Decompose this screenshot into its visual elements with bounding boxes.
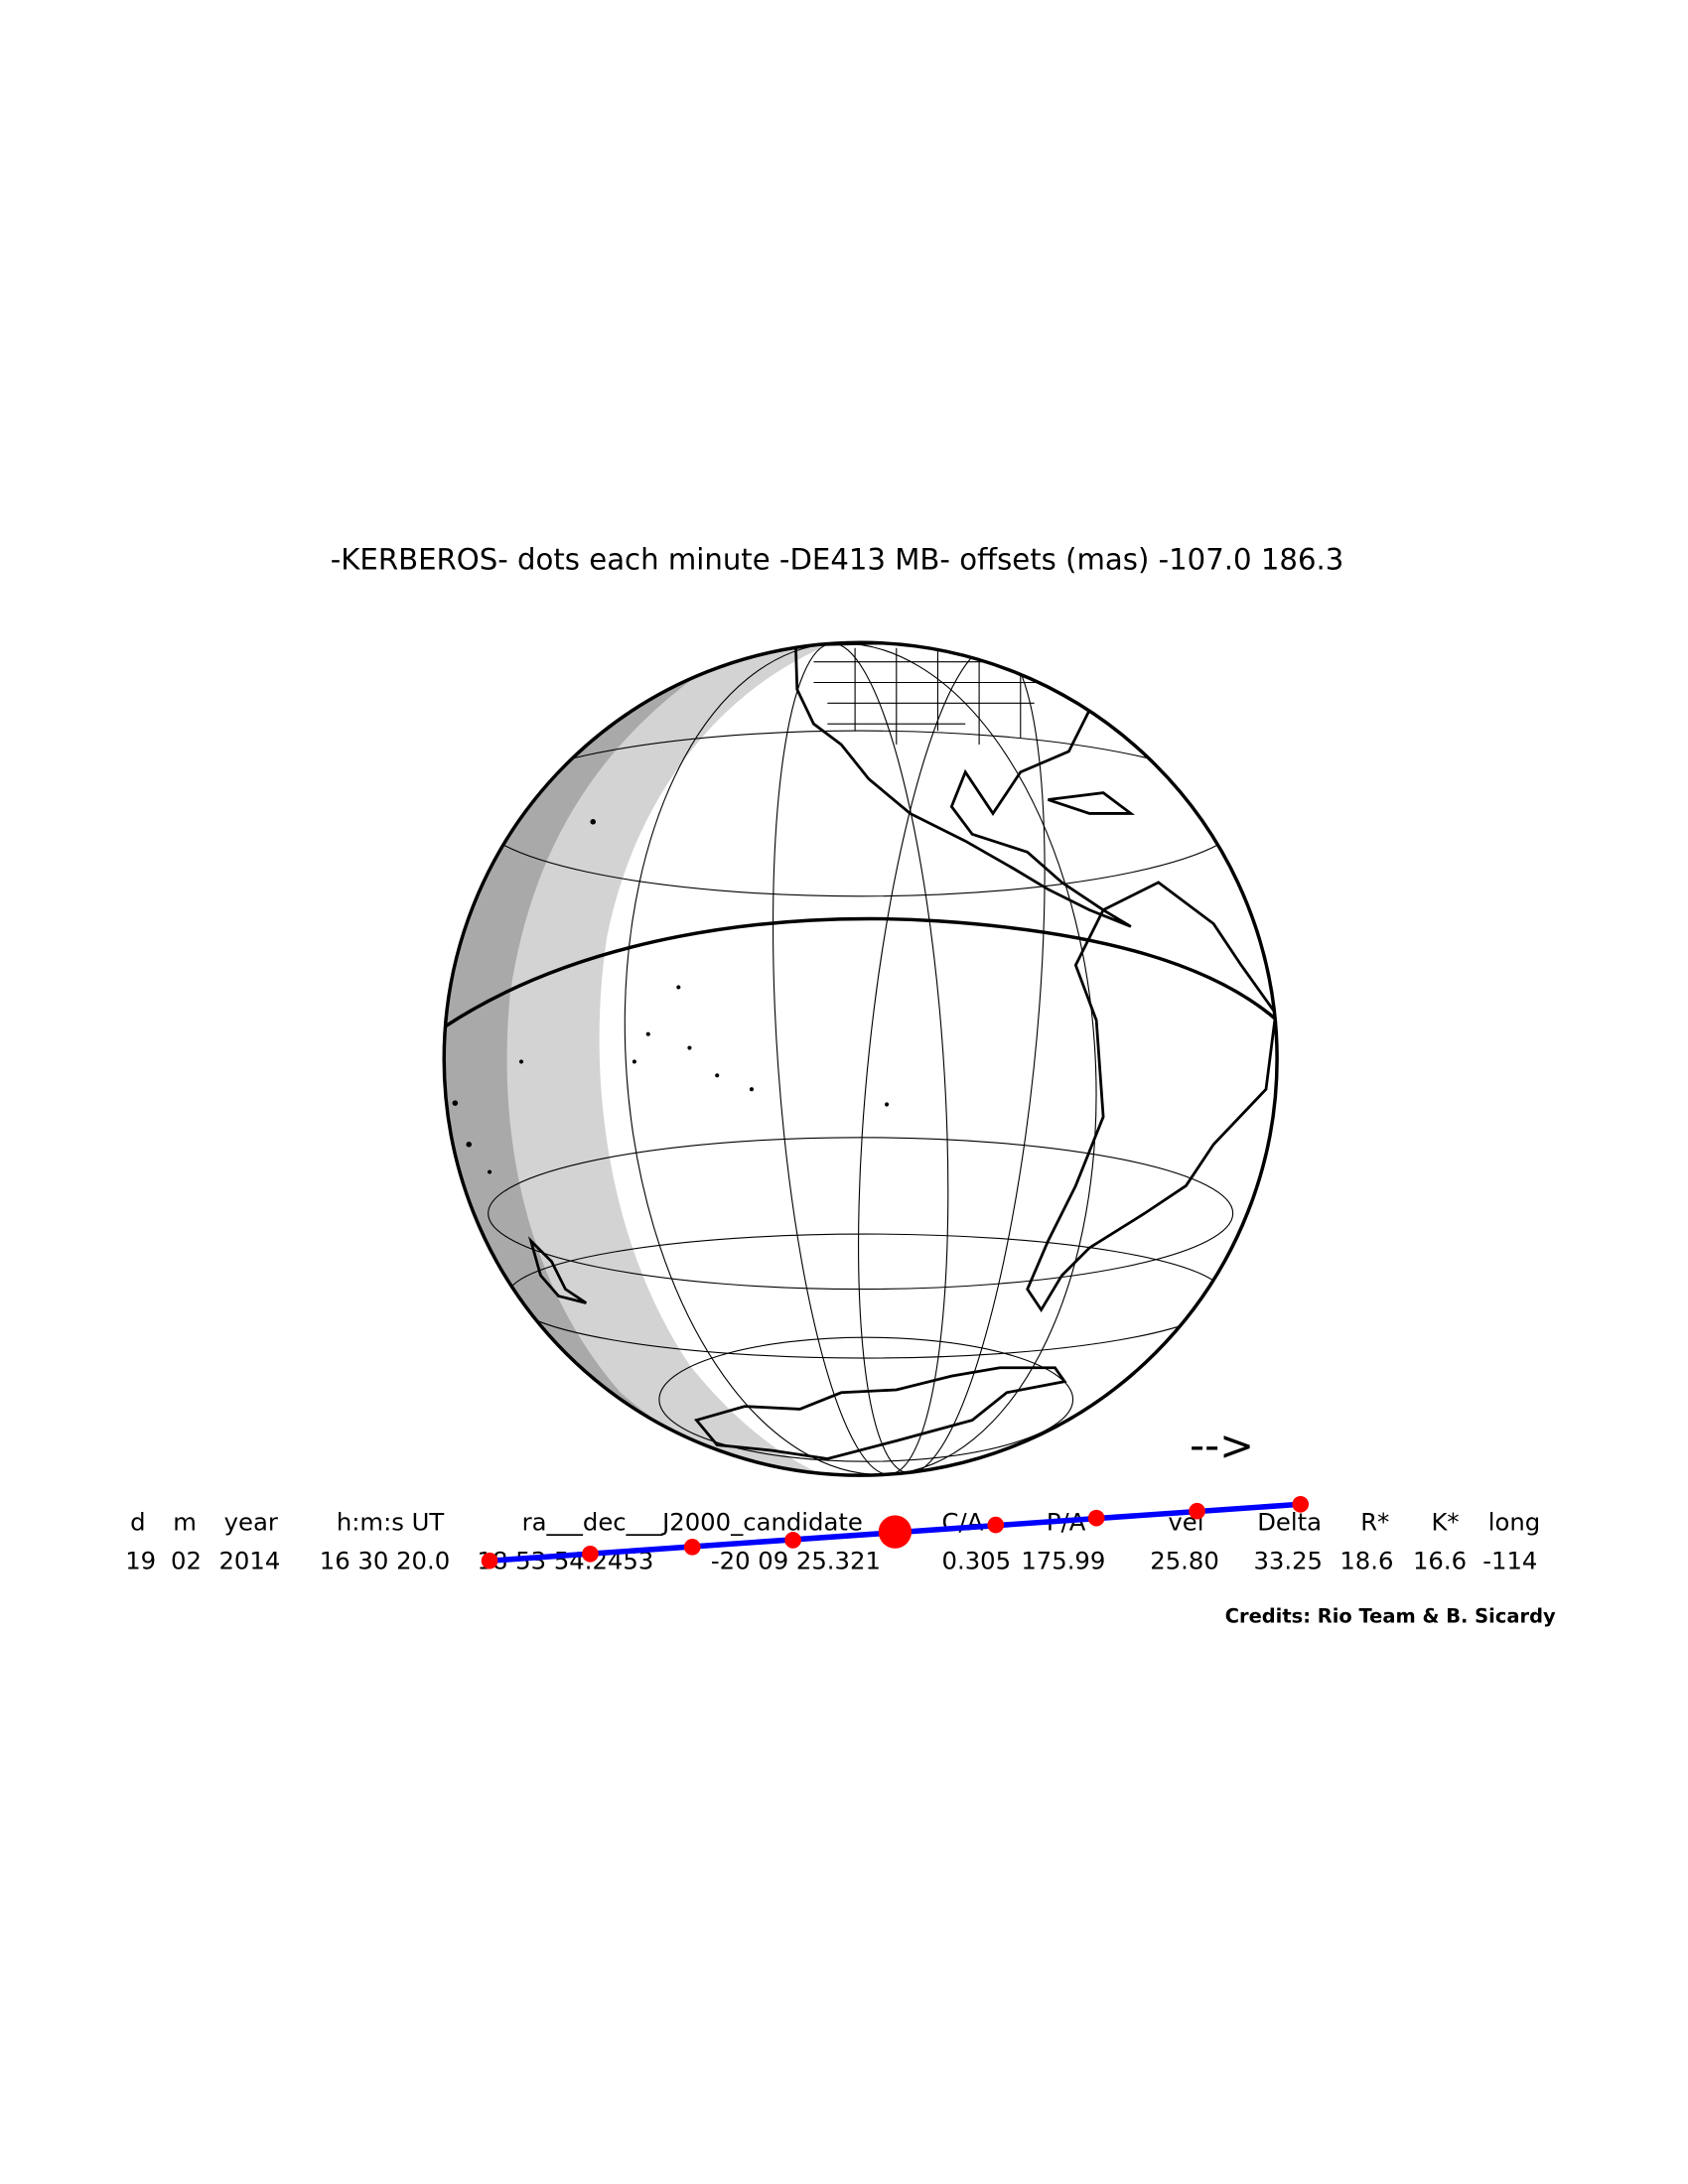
header-cell: year bbox=[224, 1508, 278, 1537]
value-cell: 2014 bbox=[218, 1547, 280, 1575]
value-cell: 25.80 bbox=[1150, 1547, 1219, 1575]
table-header: d m year h:m:s UT ra___dec___J2000_candidate… bbox=[130, 1508, 1540, 1537]
motion-arrow: --> bbox=[1190, 1422, 1254, 1470]
credits: Credits: Rio Team & B. Sicardy bbox=[1225, 1605, 1556, 1628]
value-cell: 16.6 bbox=[1413, 1547, 1467, 1575]
header-cell: Delta bbox=[1257, 1508, 1322, 1537]
globe bbox=[442, 640, 1279, 1477]
value-cell: 175.99 bbox=[1021, 1547, 1105, 1575]
islands bbox=[452, 819, 890, 1174]
table-values: 19 02 2014 16 30 20.0 18 53 54.2453 -20 09 25… bbox=[125, 1547, 1537, 1575]
minute-dots bbox=[481, 1495, 1310, 1570]
map-title: -KERBEROS- dots each minute -DE413 MB- o… bbox=[331, 542, 1344, 576]
value-cell: 16 30 20.0 bbox=[320, 1547, 450, 1575]
value-cell: -20 09 25.321 bbox=[711, 1547, 881, 1575]
coastlines bbox=[527, 642, 1278, 1460]
header-cell: h:m:s UT bbox=[337, 1508, 445, 1537]
header-cell: K* bbox=[1432, 1508, 1460, 1537]
globe-outline bbox=[442, 640, 1279, 1477]
value-cell: 02 bbox=[171, 1547, 202, 1575]
borders bbox=[813, 647, 1062, 745]
header-cell: R* bbox=[1360, 1508, 1389, 1537]
header-cell: ra___dec___J2000_candidate bbox=[522, 1508, 863, 1537]
shadow-path bbox=[481, 1495, 1310, 1570]
header-cell: C/A bbox=[942, 1508, 984, 1537]
value-cell: 19 bbox=[125, 1547, 156, 1575]
header-cell: long bbox=[1488, 1508, 1540, 1537]
value-cell: 0.305 bbox=[942, 1547, 1012, 1575]
value-cell: 18.6 bbox=[1339, 1547, 1393, 1575]
header-cell: m bbox=[173, 1508, 197, 1537]
occultation-shadow-edge bbox=[444, 916, 1278, 1029]
value-cell: -114 bbox=[1482, 1547, 1537, 1575]
value-cell: 33.25 bbox=[1253, 1547, 1323, 1575]
header-cell: d bbox=[130, 1508, 145, 1537]
